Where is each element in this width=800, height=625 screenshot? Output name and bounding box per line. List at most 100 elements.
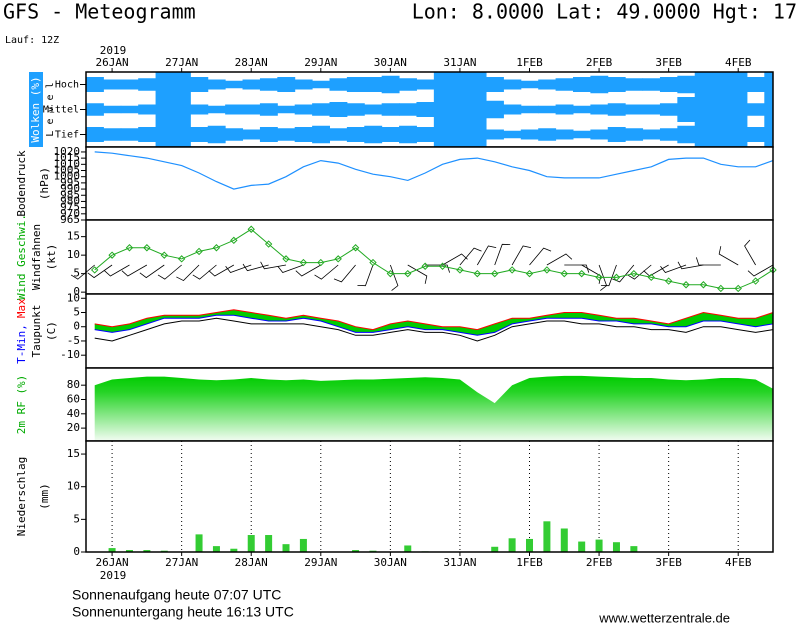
cloud-cover <box>694 72 713 97</box>
y-tick-label: 10 <box>67 480 80 493</box>
cloud-cover <box>172 97 191 122</box>
precip-bar <box>630 546 638 552</box>
cloud-cover <box>225 128 244 141</box>
cloud-cover <box>294 127 313 142</box>
precip-bar <box>560 528 568 552</box>
y-tick-label: 0 <box>73 320 80 333</box>
wind-speed-marker <box>734 284 742 293</box>
cloud-cover <box>172 72 191 97</box>
sunset: Sonnenuntergang heute 16:13 UTC <box>72 604 294 620</box>
wind-barb <box>225 264 252 273</box>
cloud-cover <box>607 127 626 142</box>
wind-barb <box>744 239 756 266</box>
cloud-cover <box>155 97 174 122</box>
y-axis-label: (C) <box>45 321 58 341</box>
y-axis-label-part: (kt) <box>45 244 58 271</box>
cloud-cover <box>503 79 522 90</box>
cloud-cover <box>312 80 330 89</box>
cloud-cover <box>555 104 574 115</box>
y-axis-label: Windfahnen <box>30 224 43 290</box>
x-tick-label: 29JAN <box>304 556 337 569</box>
cloud-cover <box>277 128 296 141</box>
cloud-cover <box>416 127 435 142</box>
cloud-cover <box>694 122 713 147</box>
cloud-cover <box>503 104 522 115</box>
cloud-cover <box>520 80 539 89</box>
wind-speed-marker <box>612 273 621 282</box>
x-tick-label: 30JAN <box>374 556 407 569</box>
wind-barb <box>442 253 468 266</box>
wind-speed-marker <box>212 244 221 252</box>
wind-speed-marker <box>630 269 638 278</box>
wind-speed-marker <box>699 281 708 289</box>
y-tick-label: 975 <box>60 201 80 214</box>
wind-barb <box>459 247 482 266</box>
precip-bar <box>595 539 603 552</box>
precip-bar <box>108 548 116 552</box>
cloud-cover <box>486 77 504 92</box>
cloud-cover <box>120 105 139 114</box>
cloud-cover <box>416 102 435 117</box>
x-tick-label: 27JAN <box>165 556 198 569</box>
panel: Bodendruck (hPa) 9659709759809859909951000… <box>15 145 774 226</box>
wind-barb <box>612 264 635 283</box>
precip-bar <box>230 548 238 552</box>
y-axis-label: (mm) <box>38 483 51 510</box>
pressure-line <box>94 151 774 190</box>
wind-speed-marker <box>230 236 238 245</box>
level-name: Hoch <box>55 80 79 91</box>
wind-barb <box>677 261 704 270</box>
cloud-cover <box>468 72 487 97</box>
cloud-cover <box>590 75 609 94</box>
precip-bar <box>265 535 273 552</box>
year-bottom: 2019 <box>100 569 127 582</box>
y-tick-label: 40 <box>67 407 80 420</box>
wind-speed-marker <box>508 266 516 274</box>
x-tick-label: 4FEB <box>725 56 752 69</box>
cloud-cover <box>329 128 348 141</box>
y-tick-label: 5 <box>73 267 80 280</box>
y-tick-label: 1010 <box>54 157 81 170</box>
x-tick-label: 2FEB <box>586 556 613 569</box>
cloud-cover <box>346 127 365 142</box>
cloud-cover <box>590 129 609 140</box>
x-tick-label: 3FEB <box>655 556 682 569</box>
y-tick-label: 980 <box>60 194 80 207</box>
wind-barb <box>747 264 774 277</box>
cloud-cover <box>277 77 296 92</box>
y-axis-label-part: Taupunkt <box>30 305 43 358</box>
x-tick-label: 30JAN <box>374 56 407 69</box>
cloud-cover <box>659 77 678 92</box>
cloud-cover <box>764 72 774 97</box>
cloud-cover <box>520 105 539 114</box>
cloud-cover <box>155 122 174 147</box>
precip-bar <box>352 550 360 552</box>
panel-frame <box>85 440 774 553</box>
cloud-cover <box>294 79 313 90</box>
y-tick-label: 985 <box>60 188 80 201</box>
wind-speed-marker <box>647 273 655 282</box>
y-axis-label: Taupunkt <box>30 305 43 358</box>
cloud-cover <box>312 125 330 144</box>
cloud-cover <box>242 129 261 140</box>
cloud-cover <box>468 97 487 122</box>
wind-barb <box>176 264 200 282</box>
wind-barb <box>494 243 511 266</box>
wind-barb <box>295 264 321 277</box>
location: Lon: 8.0000 Lat: 49.0000 Hgt: 17 <box>412 0 797 24</box>
cloud-cover <box>572 130 591 139</box>
cloud-cover <box>225 80 244 89</box>
wind-speed-marker <box>282 255 290 263</box>
cloud-cover <box>364 125 383 144</box>
wind-barb <box>242 263 269 272</box>
cloud-cover <box>103 79 122 90</box>
x-tick-label: 4FEB <box>725 556 752 569</box>
cloud-cover <box>433 72 452 97</box>
cloud-cover <box>590 104 609 115</box>
y-axis-label: Wind Geschwi. <box>15 214 28 300</box>
cloud-cover <box>486 100 504 119</box>
cloud-cover <box>207 105 226 114</box>
cloud-cover <box>468 122 487 147</box>
